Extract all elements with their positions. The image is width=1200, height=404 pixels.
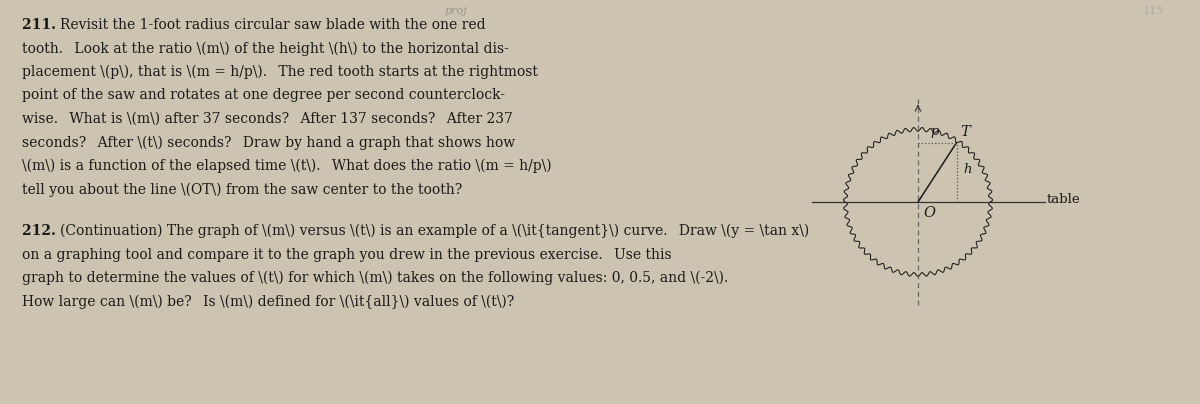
Text: Revisit the 1-foot radius circular saw blade with the one red: Revisit the 1-foot radius circular saw b… — [60, 18, 485, 32]
Text: \(m\) is a function of the elapsed time \(t\).  What does the ratio \(m = h/p\): \(m\) is a function of the elapsed time … — [22, 159, 551, 173]
Text: table: table — [1046, 193, 1080, 206]
Text: (Continuation) The graph of \(m\) versus \(t\) is an example of a \(\it{tangent}: (Continuation) The graph of \(m\) versus… — [60, 224, 809, 238]
Text: How large can \(m\) be?  Is \(m\) defined for \(\it{all}\) values of \(t\)?: How large can \(m\) be? Is \(m\) defined… — [22, 295, 514, 309]
Text: graph to determine the values of \(t\) for which \(m\) takes on the following va: graph to determine the values of \(t\) f… — [22, 271, 728, 285]
Text: p: p — [930, 125, 938, 138]
Text: tooth.  Look at the ratio \(m\) of the height \(h\) to the horizontal dis-: tooth. Look at the ratio \(m\) of the he… — [22, 42, 509, 56]
Text: 115: 115 — [1142, 6, 1164, 16]
Text: O: O — [923, 206, 935, 220]
Text: seconds?  After \(t\) seconds?  Draw by hand a graph that shows how: seconds? After \(t\) seconds? Draw by ha… — [22, 135, 515, 150]
Text: T: T — [960, 125, 971, 139]
Text: placement \(p\), that is \(m = h/p\).  The red tooth starts at the rightmost: placement \(p\), that is \(m = h/p\). Th… — [22, 65, 538, 80]
Text: proj: proj — [445, 6, 467, 16]
Text: 212.: 212. — [22, 224, 62, 238]
Text: tell you about the line \(OT\) from the saw center to the tooth?: tell you about the line \(OT\) from the … — [22, 183, 462, 197]
Text: on a graphing tool and compare it to the graph you drew in the previous exercise: on a graphing tool and compare it to the… — [22, 248, 671, 261]
Text: h: h — [964, 163, 972, 176]
Text: point of the saw and rotates at one degree per second counterclock-: point of the saw and rotates at one degr… — [22, 88, 505, 103]
Text: 211.: 211. — [22, 18, 62, 32]
Text: wise.  What is \(m\) after 37 seconds?  After 137 seconds?  After 237: wise. What is \(m\) after 37 seconds? Af… — [22, 112, 512, 126]
